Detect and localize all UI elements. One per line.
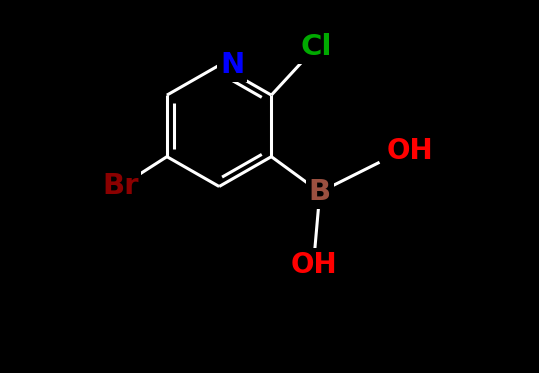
Text: Cl: Cl bbox=[300, 32, 332, 61]
Text: N: N bbox=[220, 51, 244, 79]
Text: OH: OH bbox=[291, 251, 337, 279]
Text: Br: Br bbox=[102, 172, 139, 201]
Text: B: B bbox=[309, 178, 331, 206]
Text: OH: OH bbox=[387, 137, 433, 165]
